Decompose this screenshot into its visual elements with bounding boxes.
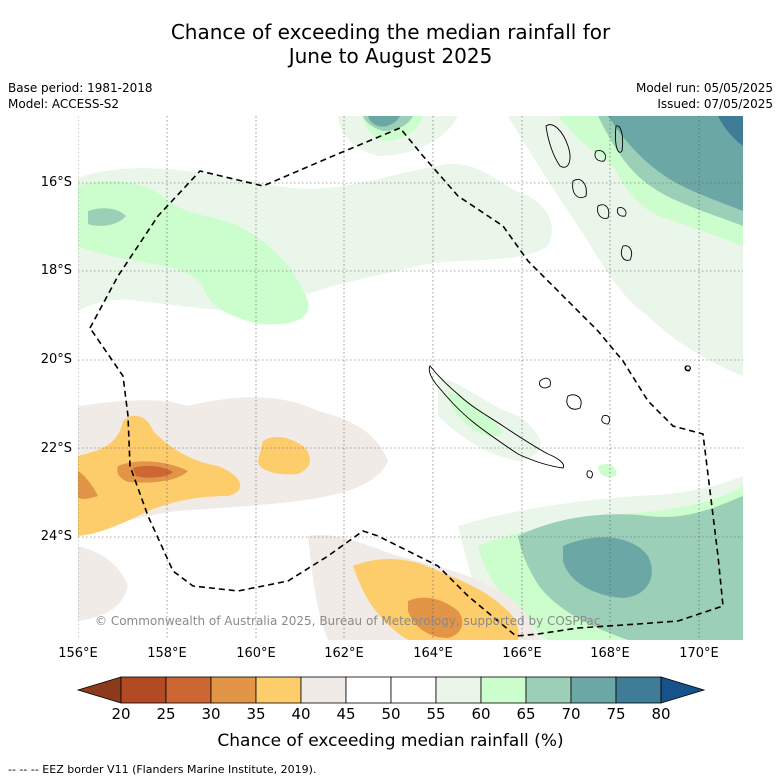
colorbar-segment-75-80: [615, 676, 662, 704]
colorbar-tick-40: 40: [291, 705, 311, 723]
colorbar: [76, 676, 706, 704]
colorbar-tick-70: 70: [561, 705, 581, 723]
vanuatu-island-3: [597, 204, 610, 219]
colorbar-segment-45-50: [345, 676, 392, 704]
vanuatu-island-7: [616, 207, 627, 217]
eez-border: [89, 127, 724, 637]
colorbar-tick-55: 55: [426, 705, 446, 723]
lon-label-156e: 156°E: [58, 646, 98, 661]
colorbar-tick-35: 35: [246, 705, 266, 723]
colorbar-segment-30-35: [210, 676, 257, 704]
colorbar-segment-60-65: [480, 676, 527, 704]
graticule: [78, 116, 743, 640]
issued-text: Issued: 07/05/2025: [657, 97, 773, 111]
lon-label-166e: 166°E: [502, 646, 542, 661]
contour-25-30: [133, 465, 173, 478]
copyright-text: © Commonwealth of Australia 2025, Bureau…: [95, 614, 601, 628]
colorbar-tick-45: 45: [336, 705, 356, 723]
map-title-line2: June to August 2025: [288, 44, 493, 68]
vanuatu-island-5: [594, 150, 607, 162]
contour-70-75: [368, 116, 743, 598]
colorbar-tick-75: 75: [606, 705, 626, 723]
colorbar-segment-20-25: [120, 676, 167, 704]
colorbar-segment-55-60: [435, 676, 482, 704]
colorbar-tick-50: 50: [381, 705, 401, 723]
islet-marker: [685, 365, 691, 371]
new-caledonia-island: [428, 365, 565, 469]
base-period-text: Base period: 1981-2018: [8, 81, 153, 95]
colorbar-tick-25: 25: [156, 705, 176, 723]
vanuatu-island-4: [615, 125, 624, 153]
vanuatu-island-6: [620, 245, 633, 261]
colorbar-segment-below-20: [76, 676, 122, 704]
colorbar-tick-65: 65: [516, 705, 536, 723]
colorbar-segment-above-80: [660, 676, 706, 704]
loyalty-island-3: [601, 415, 611, 425]
colorbar-tick-80: 80: [651, 705, 671, 723]
colorbar-segment-25-30: [165, 676, 212, 704]
contour-75-80: [718, 116, 743, 146]
lat-label-22s: 22°S: [40, 441, 72, 456]
lat-label-24s: 24°S: [40, 529, 72, 544]
walpole-island: [586, 470, 593, 479]
map-panel[interactable]: [78, 116, 743, 640]
colorbar-segment-50-55: [390, 676, 437, 704]
loyalty-island-1: [539, 377, 551, 389]
model-run-text: Model run: 05/05/2025: [635, 81, 773, 95]
colorbar-tick-30: 30: [201, 705, 221, 723]
model-text: Model: ACCESS-S2: [8, 97, 120, 111]
colorbar-tick-20: 20: [111, 705, 131, 723]
lat-label-20s: 20°S: [40, 352, 72, 367]
colorbar-segment-40-45: [300, 676, 347, 704]
lon-label-160e: 160°E: [236, 646, 276, 661]
colorbar-tick-60: 60: [471, 705, 491, 723]
eez-footnote: -- -- -- EEZ border V11 (Flanders Marine…: [8, 763, 317, 776]
lon-label-162e: 162°E: [324, 646, 364, 661]
lon-label-170e: 170°E: [679, 646, 719, 661]
colorbar-segment-65-70: [525, 676, 572, 704]
vanuatu-island-1: [545, 124, 571, 168]
colorbar-label: Chance of exceeding median rainfall (%): [217, 731, 564, 751]
loyalty-island-2: [566, 394, 582, 410]
vanuatu-island-2: [572, 179, 587, 199]
map-title-line1: Chance of exceeding the median rainfall …: [170, 20, 611, 44]
lon-label-164e: 164°E: [413, 646, 453, 661]
colorbar-segment-35-40: [255, 676, 302, 704]
rainfall-map[interactable]: [78, 116, 743, 640]
lon-label-168e: 168°E: [590, 646, 630, 661]
lat-label-16s: 16°S: [40, 175, 72, 190]
lon-label-158e: 158°E: [147, 646, 187, 661]
lat-label-18s: 18°S: [40, 263, 72, 278]
colorbar-segment-70-75: [570, 676, 617, 704]
